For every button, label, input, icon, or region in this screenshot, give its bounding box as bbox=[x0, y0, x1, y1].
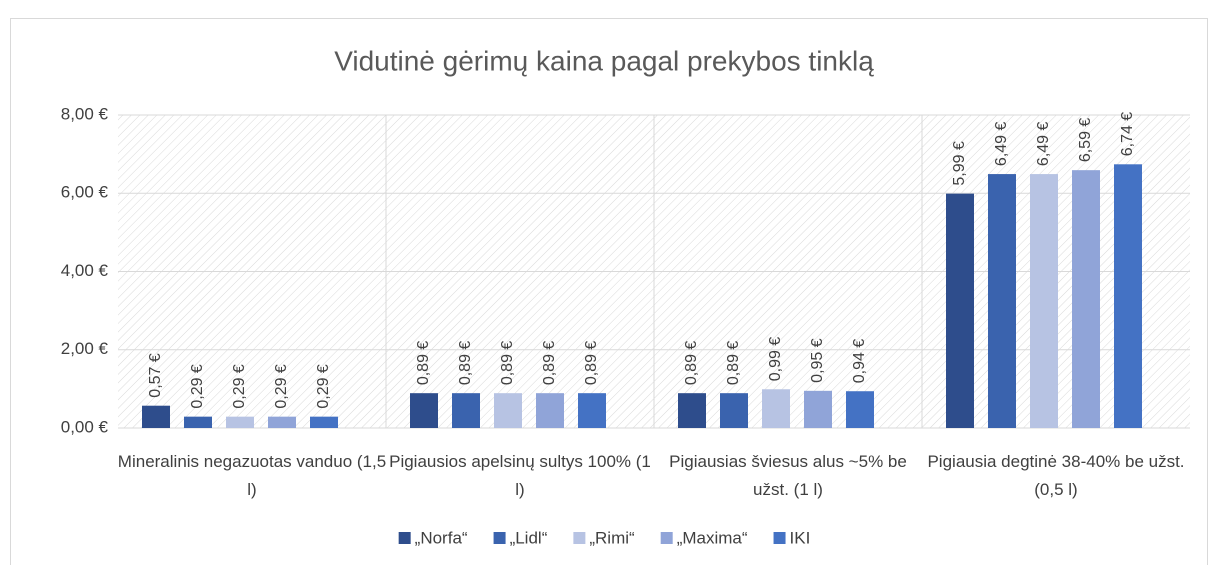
data-label: 6,49 € bbox=[1035, 121, 1052, 166]
bar bbox=[720, 393, 748, 428]
bar bbox=[494, 393, 522, 428]
x-tick-label: Pigiausias šviesus alus ~5% be užst. (1 … bbox=[669, 452, 907, 499]
legend: „Norfa“ „Lidl“ „Rimi“ „Maxima“ IKI bbox=[398, 528, 811, 547]
legend-swatch bbox=[573, 532, 586, 544]
legend-label: „Rimi“ bbox=[589, 528, 635, 547]
data-label: 6,59 € bbox=[1077, 118, 1094, 163]
legend-swatch bbox=[493, 532, 506, 544]
legend-swatch bbox=[773, 532, 786, 544]
bar bbox=[410, 393, 438, 428]
data-label: 0,89 € bbox=[683, 341, 700, 386]
x-tick-label-box: Mineralinis negazuotas vanduo (1,5 l) bbox=[117, 452, 387, 499]
bar bbox=[184, 416, 212, 428]
bar bbox=[678, 393, 706, 428]
bar bbox=[226, 416, 254, 428]
y-tick-label: 6,00 € bbox=[61, 183, 109, 202]
bar bbox=[946, 193, 974, 428]
x-tick-label: Pigiausios apelsinų sultys 100% (1 l) bbox=[389, 452, 651, 499]
data-label: 0,95 € bbox=[809, 338, 826, 383]
bar bbox=[142, 405, 170, 428]
bar bbox=[452, 393, 480, 428]
y-tick-label: 8,00 € bbox=[61, 104, 109, 123]
y-tick-label: 0,00 € bbox=[61, 417, 109, 436]
bar bbox=[804, 390, 832, 428]
data-label: 0,89 € bbox=[499, 341, 516, 386]
x-tick-label-box: Pigiausia degtinė 38-40% be užst. (0,5 l… bbox=[927, 452, 1185, 499]
bar bbox=[310, 416, 338, 428]
y-tick-label: 2,00 € bbox=[61, 339, 109, 358]
bar bbox=[578, 393, 606, 428]
data-label: 0,89 € bbox=[457, 341, 474, 386]
data-label: 0,29 € bbox=[273, 364, 290, 409]
data-label: 0,89 € bbox=[725, 341, 742, 386]
bar bbox=[268, 416, 296, 428]
bar bbox=[1030, 174, 1058, 428]
x-tick-label: Mineralinis negazuotas vanduo (1,5 l) bbox=[117, 452, 387, 499]
data-label: 0,94 € bbox=[851, 339, 868, 384]
legend-label: „Lidl“ bbox=[510, 528, 548, 547]
x-tick-label-box: Pigiausios apelsinų sultys 100% (1 l) bbox=[389, 452, 651, 499]
data-label: 6,74 € bbox=[1119, 112, 1136, 157]
bar bbox=[762, 389, 790, 428]
legend-label: „Norfa“ bbox=[415, 528, 468, 547]
bar bbox=[1114, 164, 1142, 429]
legend-label: „Maxima“ bbox=[677, 528, 748, 547]
legend-swatch bbox=[398, 532, 411, 544]
data-label: 0,29 € bbox=[315, 364, 332, 409]
x-tick-label: Pigiausia degtinė 38-40% be užst. (0,5 l… bbox=[927, 452, 1185, 499]
data-label: 0,89 € bbox=[541, 341, 558, 386]
data-label: 0,57 € bbox=[147, 353, 164, 398]
legend-swatch bbox=[660, 532, 673, 544]
legend-label: IKI bbox=[790, 528, 811, 547]
data-label: 0,99 € bbox=[767, 337, 784, 382]
data-label: 0,89 € bbox=[583, 341, 600, 386]
chart-title: Vidutinė gėrimų kaina pagal prekybos tin… bbox=[334, 45, 874, 76]
data-label: 5,99 € bbox=[951, 141, 968, 186]
data-label: 6,49 € bbox=[993, 121, 1010, 166]
bar bbox=[846, 391, 874, 428]
data-label: 0,29 € bbox=[189, 364, 206, 409]
bar bbox=[1072, 170, 1100, 428]
bar bbox=[536, 393, 564, 428]
y-tick-label: 4,00 € bbox=[61, 261, 109, 280]
data-label: 0,29 € bbox=[231, 364, 248, 409]
bar bbox=[988, 174, 1016, 428]
x-tick-label-box: Pigiausias šviesus alus ~5% be užst. (1 … bbox=[669, 452, 907, 499]
data-label: 0,89 € bbox=[415, 341, 432, 386]
